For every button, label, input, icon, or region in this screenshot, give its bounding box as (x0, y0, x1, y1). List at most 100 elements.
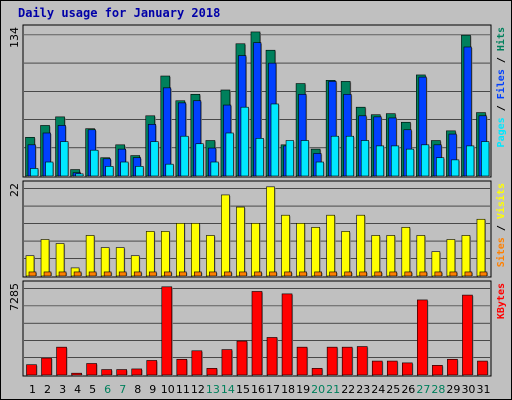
bar-sites (254, 271, 262, 277)
bar-kbytes (191, 350, 203, 376)
bar-kbytes (371, 360, 383, 376)
bar-pages (135, 166, 144, 177)
bar-kbytes (447, 358, 458, 376)
bar-files (162, 87, 172, 177)
legend-item: Visits (495, 183, 507, 219)
x-tick-label: 9 (149, 383, 156, 396)
bar-kbytes (101, 369, 112, 376)
bar-pages (285, 140, 294, 177)
bar-kbytes (326, 346, 338, 376)
bar-visits (326, 214, 335, 277)
bar-pages (225, 132, 234, 177)
x-tick-label: 14 (221, 383, 235, 396)
bar-sites (344, 271, 352, 277)
bar-sites (419, 271, 428, 277)
bar-pages (315, 161, 324, 177)
bar-sites (404, 271, 413, 277)
bar-visits (341, 231, 350, 277)
bar-pages (390, 145, 400, 177)
bar-pages (105, 166, 114, 177)
bar-pages (180, 135, 189, 177)
y-max-label: 7285 (8, 283, 21, 311)
bar-kbytes (146, 360, 158, 376)
y-max-label: 134 (8, 27, 21, 48)
bar-sites (284, 271, 292, 277)
legend-item: Hits (495, 27, 507, 51)
legend-item: / (496, 51, 507, 69)
x-tick-label: 16 (251, 383, 265, 396)
bar-kbytes (41, 357, 52, 376)
legend-item: / (496, 99, 507, 117)
x-tick-label: 19 (296, 383, 310, 396)
bar-pages (30, 168, 39, 177)
bar-kbytes (311, 368, 323, 376)
bar-pages (195, 143, 204, 177)
bar-pages (165, 163, 174, 177)
x-tick-label: 24 (371, 383, 385, 396)
bar-sites (299, 271, 307, 277)
bar-pages (120, 161, 129, 177)
bar-visits (176, 223, 185, 277)
bar-sites (329, 271, 337, 277)
bar-sites (209, 271, 217, 277)
bar-visits (160, 231, 170, 277)
bar-visits (416, 235, 426, 277)
legend-item: Sites (495, 237, 507, 267)
legend: Sites / Visits (495, 183, 507, 267)
bar-visits (145, 231, 155, 277)
bar-visits (311, 227, 320, 277)
x-tick-label: 29 (446, 383, 460, 396)
bar-visits (236, 206, 245, 277)
bar-visits (356, 214, 366, 277)
bar-kbytes (86, 363, 97, 376)
bar-sites (464, 271, 473, 277)
bar-pages (210, 161, 219, 177)
x-tick-label: 7 (119, 383, 126, 396)
legend-item: Pages (496, 117, 507, 147)
bar-kbytes (477, 360, 488, 376)
bar-sites (479, 271, 488, 277)
bar-pages (345, 135, 354, 177)
bar-sites (163, 271, 172, 277)
legend: KBytes (496, 283, 507, 319)
x-tick-label: 6 (104, 383, 111, 396)
bar-kbytes (26, 364, 37, 376)
bar-kbytes (432, 365, 443, 376)
bar-kbytes (206, 368, 218, 376)
x-tick-label: 21 (326, 383, 340, 396)
bar-visits (55, 243, 65, 277)
bar-sites (359, 271, 368, 277)
y-max-label: 22 (8, 183, 21, 197)
bar-visits (446, 239, 456, 277)
bar-pages (45, 161, 54, 177)
x-tick-label: 28 (431, 383, 445, 396)
bar-kbytes (176, 358, 188, 376)
bar-visits (386, 235, 396, 277)
x-tick-label: 20 (311, 383, 325, 396)
bar-sites (449, 271, 458, 277)
bar-pages (466, 145, 475, 177)
legend-item: Files (495, 69, 507, 99)
bar-sites (389, 271, 398, 277)
bar-visits (401, 227, 411, 277)
bar-kbytes (462, 294, 473, 376)
bar-kbytes (221, 349, 233, 376)
x-tick-label: 27 (416, 383, 430, 396)
bar-kbytes (356, 346, 368, 376)
x-tick-label: 25 (386, 383, 400, 396)
x-tick-label: 5 (89, 383, 96, 396)
bar-pages (255, 138, 264, 177)
bar-sites (118, 271, 127, 277)
bar-pages (90, 149, 99, 177)
bar-kbytes (281, 293, 293, 376)
x-tick-label: 11 (176, 383, 190, 396)
x-tick-label: 8 (134, 383, 141, 396)
bar-visits (191, 223, 200, 277)
x-tick-label: 17 (266, 383, 280, 396)
x-tick-label: 12 (191, 383, 205, 396)
x-tick-label: 30 (461, 383, 475, 396)
x-tick-label: 23 (356, 383, 370, 396)
bar-kbytes (296, 346, 308, 376)
bar-pages (60, 141, 69, 177)
bar-sites (148, 271, 157, 277)
